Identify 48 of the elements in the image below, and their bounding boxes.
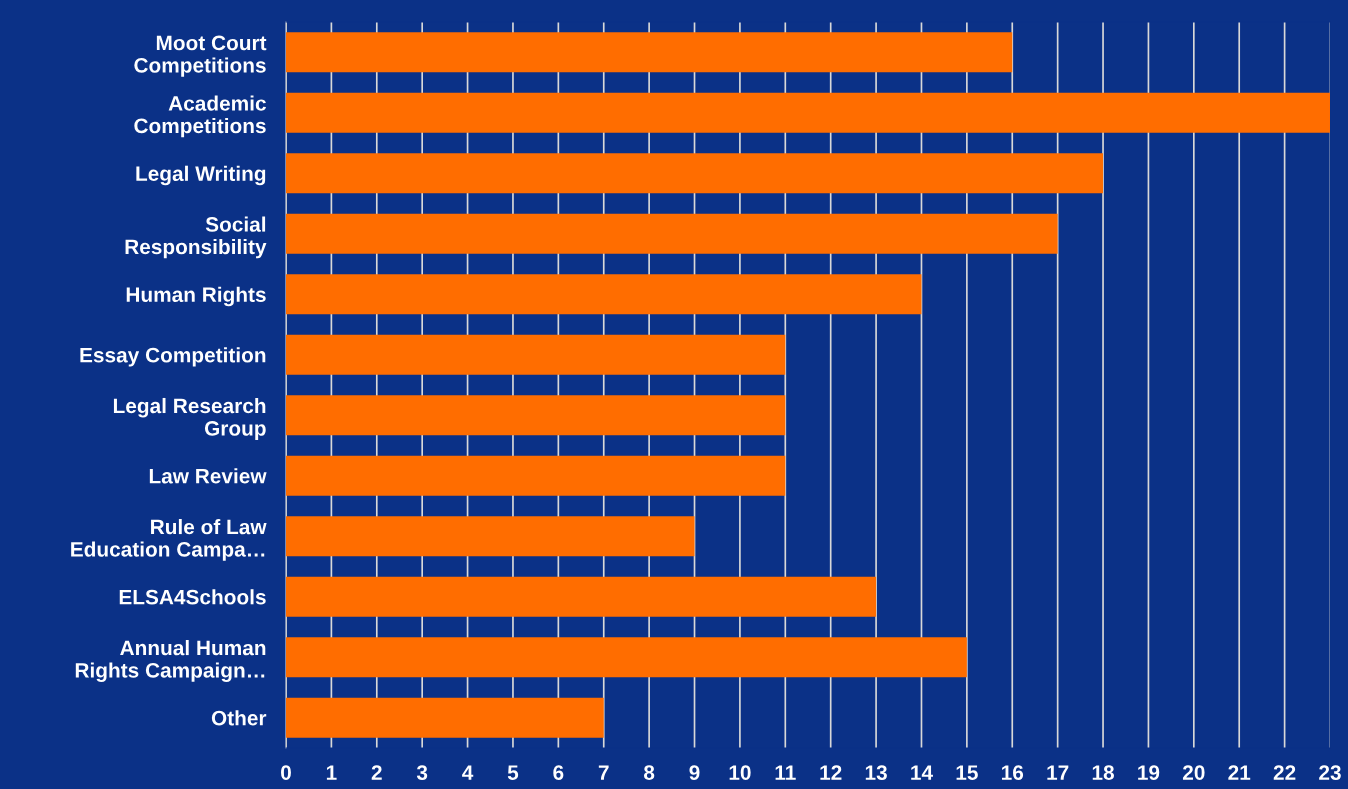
x-tick-label: 12 <box>820 765 842 780</box>
bar <box>286 274 922 315</box>
y-tick-label: Essay Competition <box>80 347 266 367</box>
x-tick-label: 2 <box>371 765 382 780</box>
y-tick-label: Other <box>211 710 267 726</box>
y-tick-label: Human Rights <box>126 286 266 307</box>
x-tick-label: 9 <box>689 765 700 780</box>
bar <box>286 455 786 496</box>
y-tick-label: Academic Competitions <box>134 95 266 138</box>
x-tick-label: 4 <box>462 765 474 780</box>
bar <box>286 153 1104 194</box>
y-tick-label: Social Responsibility <box>125 216 267 259</box>
bar <box>286 395 786 436</box>
bar <box>286 576 877 617</box>
x-tick-label: 1 <box>326 765 337 780</box>
x-tick-label: 17 <box>1047 765 1069 780</box>
y-tick-label: Annual Human Rights Campaign… <box>75 639 266 682</box>
bar <box>286 32 1013 73</box>
bar <box>286 637 967 678</box>
x-tick-label: 13 <box>865 765 887 780</box>
y-tick-label: Moot Court Competitions <box>134 35 267 77</box>
x-tick-label: 14 <box>911 765 933 780</box>
x-tick-label: 10 <box>729 765 751 780</box>
y-tick-label: ELSA4Schools <box>119 589 266 605</box>
x-tick-label: 3 <box>416 765 428 780</box>
x-tick-label: 23 <box>1319 765 1341 780</box>
y-tick-label: Law Review <box>149 468 267 484</box>
y-tick-label: Rule of Law Education Campa… <box>71 518 267 561</box>
x-tick-label: 22 <box>1273 765 1296 780</box>
x-tick-label: 8 <box>644 765 655 780</box>
x-tick-label: 0 <box>281 765 291 780</box>
x-tick-label: 21 <box>1228 765 1251 780</box>
x-tick-label: 6 <box>553 765 564 780</box>
bar <box>286 213 1058 254</box>
x-tick-label: 7 <box>598 765 609 780</box>
bar <box>286 334 786 375</box>
bar <box>286 92 1330 133</box>
x-tick-label: 20 <box>1182 765 1205 780</box>
x-tick-label: 18 <box>1092 765 1114 780</box>
y-tick-label: Legal Writing <box>136 165 266 186</box>
x-tick-label: 11 <box>775 765 796 780</box>
bar <box>286 697 604 738</box>
x-tick-label: 19 <box>1138 765 1160 780</box>
bar <box>286 516 695 557</box>
x-tick-label: 16 <box>1001 765 1024 780</box>
x-tick-label: 15 <box>956 765 978 780</box>
y-tick-label: Legal Research Group <box>113 397 266 440</box>
x-tick-label: 5 <box>507 765 519 780</box>
